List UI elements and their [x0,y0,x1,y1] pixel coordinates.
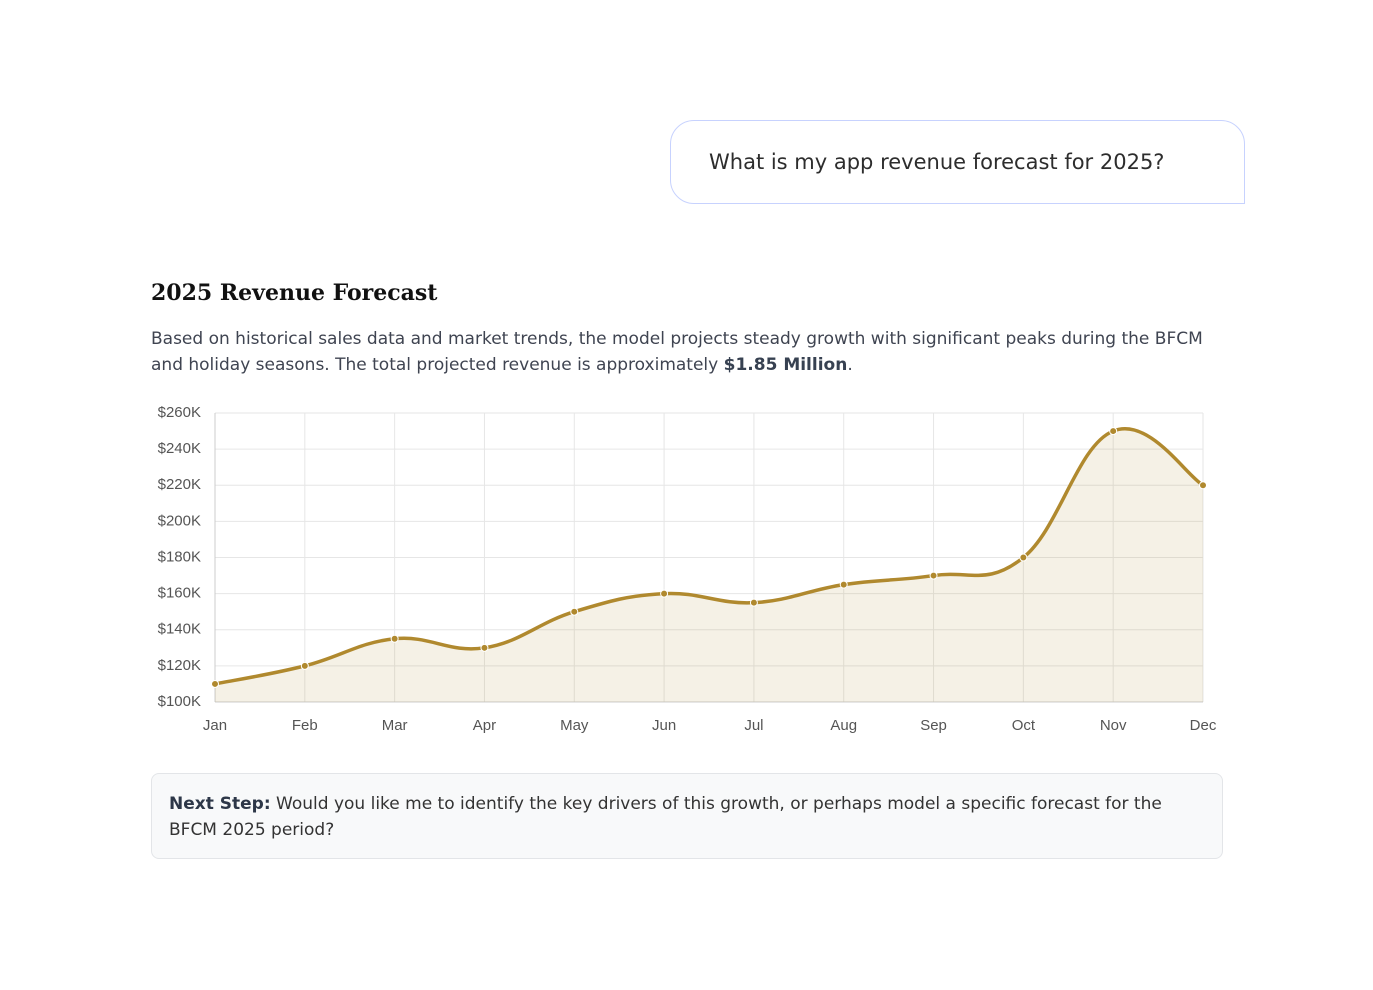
y-tick-label: $140K [158,621,201,638]
point [300,661,309,670]
point [480,643,489,652]
user-message-text: What is my app revenue forecast for 2025… [709,150,1165,174]
x-tick-label: Jun [652,717,676,734]
point [839,580,848,589]
next-step-text: Would you like me to identify the key dr… [169,794,1162,840]
x-tick-label: May [560,717,589,734]
next-step: Next Step: Would you like me to identify… [151,773,1223,859]
point [570,607,579,616]
x-tick-label: Apr [473,717,496,734]
point [749,598,758,607]
y-tick-label: $240K [158,440,201,457]
summary-end: . [847,355,853,375]
x-tick-label: Jan [203,717,227,734]
point [390,634,399,643]
x-tick-label: Aug [830,717,857,734]
y-tick-label: $220K [158,476,201,493]
point [211,679,219,688]
point [1019,553,1028,562]
point [1199,481,1207,490]
x-tick-label: Dec [1190,717,1217,734]
x-tick-label: Oct [1012,717,1036,734]
summary-bold: $1.85 Million [723,355,848,375]
point [929,571,938,580]
x-tick-label: Jul [744,717,763,734]
y-tick-label: $160K [158,585,201,602]
y-tick-label: $180K [158,548,201,565]
y-tick-label: $260K [158,404,201,421]
x-tick-label: Feb [292,717,318,734]
x-tick-label: Sep [920,717,947,734]
x-tick-label: Mar [382,717,408,734]
next-step-label: Next Step: [169,794,271,814]
summary: Based on historical sales data and marke… [151,326,1221,378]
y-tick-label: $100K [158,693,201,710]
point [660,589,669,598]
point [1109,427,1118,436]
y-tick-label: $200K [158,512,201,529]
response-title: 2025 Revenue Forecast [151,280,438,306]
summary-text: Based on historical sales data and marke… [151,329,1203,375]
x-tick-label: Nov [1100,717,1127,734]
y-tick-label: $120K [158,657,201,674]
chart: $100K $120K $140K $160K $180K $200K $220K $240K… [158,404,1217,734]
user-message: What is my app revenue forecast for 2025… [670,120,1245,204]
area [215,428,1203,702]
